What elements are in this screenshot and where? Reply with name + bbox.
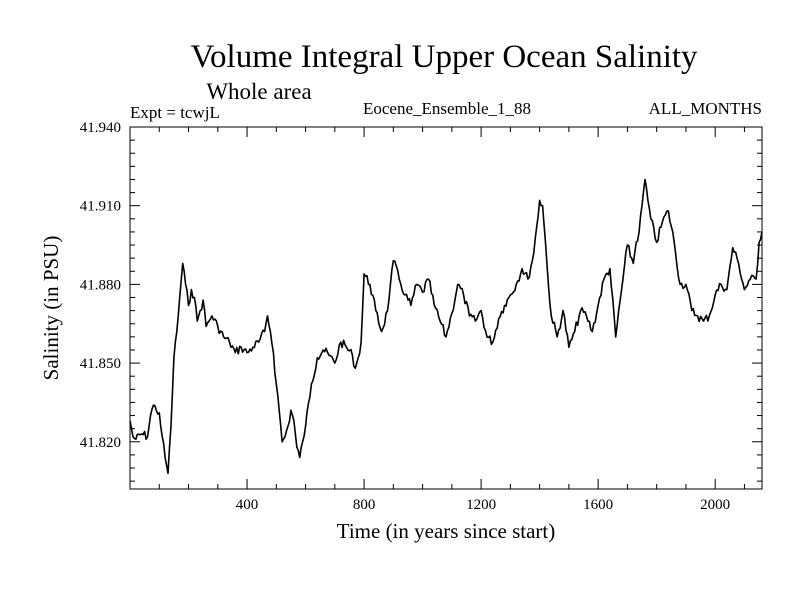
x-tick-label: 2000 xyxy=(700,497,730,513)
plot-frame xyxy=(129,126,763,490)
months-label: ALL_MONTHS xyxy=(649,99,762,118)
y-tick-label: 41.880 xyxy=(80,277,121,293)
y-tick-label: 41.910 xyxy=(80,199,121,215)
x-tick-label: 1200 xyxy=(466,497,496,513)
y-tick-label: 41.850 xyxy=(80,356,121,372)
run-name-label: Eocene_Ensemble_1_88 xyxy=(363,99,531,118)
axis-ticks xyxy=(130,126,762,489)
salinity-series-line xyxy=(129,178,763,475)
x-tick-label: 400 xyxy=(236,497,259,513)
experiment-label: Expt = tcwjL xyxy=(130,103,220,122)
y-axis-label: Salinity (in PSU) xyxy=(39,236,63,381)
x-tick-label: 1600 xyxy=(583,497,613,513)
y-tick-label: 41.940 xyxy=(80,120,121,136)
tick-labels: 400 800 1200 1600 2000 41.820 41.850 41.880 41.9… xyxy=(80,120,730,513)
y-tick-label: 41.820 xyxy=(80,435,121,451)
x-axis-label: Time (in years since start) xyxy=(337,519,556,543)
x-tick-label: 800 xyxy=(353,497,376,513)
chart-subtitle: Whole area xyxy=(206,79,311,104)
chart-title: Volume Integral Upper Ocean Salinity xyxy=(190,39,698,75)
